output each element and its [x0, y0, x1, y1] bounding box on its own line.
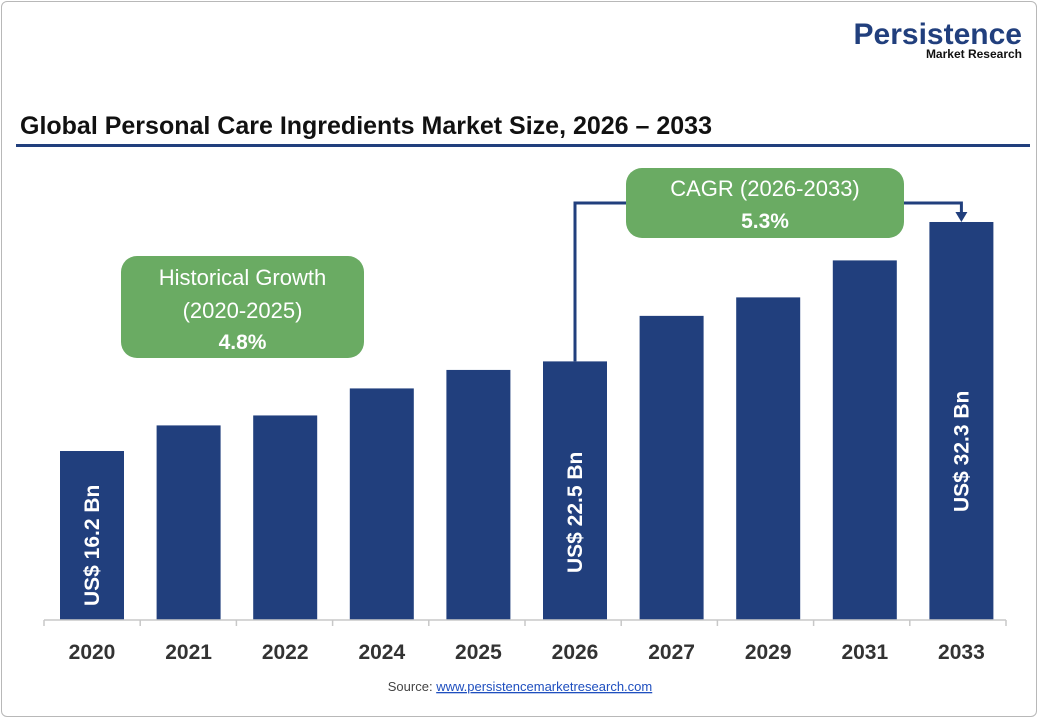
cagr-connector-right — [904, 201, 963, 213]
bar-2025 — [446, 369, 511, 620]
data-label-2020: US$ 16.2 Bn — [81, 485, 104, 606]
source-label: Source: — [388, 679, 433, 694]
x-tick-label-2027: 2027 — [648, 641, 695, 664]
x-tick-label-2022: 2022 — [262, 641, 309, 664]
x-tick-label-2031: 2031 — [841, 641, 888, 664]
logo-sub: Market Research — [926, 47, 1022, 61]
bar-2020 — [60, 451, 124, 620]
logo: Persistence Market Research — [854, 18, 1022, 61]
historical-callout-label: Historical Growth — [159, 265, 326, 290]
source-link[interactable]: www.persistencemarketresearch.com — [435, 679, 652, 694]
bar-2026 — [543, 361, 607, 620]
cagr-callout-label: CAGR (2026-2033) — [670, 176, 860, 201]
x-tick-label-2026: 2026 — [552, 641, 599, 664]
bar-2029 — [736, 297, 801, 620]
x-tick-label-2020: 2020 — [69, 641, 116, 664]
cagr-callout-value: 5.3% — [741, 210, 789, 233]
data-label-2026: US$ 22.5 Bn — [564, 452, 587, 573]
chart-title: Global Personal Care Ingredients Market … — [20, 112, 712, 140]
cagr-connector-left — [573, 201, 626, 362]
x-tick-label-2029: 2029 — [745, 641, 792, 664]
bar-2022 — [253, 415, 318, 620]
arrowhead-icon — [955, 211, 968, 222]
bar-2033 — [929, 221, 994, 621]
x-tick-label-2025: 2025 — [455, 641, 502, 664]
logo-name: Persistence — [854, 18, 1022, 51]
x-tick-label-2033: 2033 — [938, 641, 985, 664]
bar-2027 — [639, 315, 704, 620]
bar-2021 — [156, 425, 221, 620]
x-tick-label-2024: 2024 — [358, 641, 405, 664]
data-label-2033: US$ 32.3 Bn — [950, 391, 973, 512]
bar-2031 — [832, 260, 897, 620]
historical-callout — [121, 256, 364, 358]
bar-2024 — [349, 388, 414, 620]
title-rule — [16, 144, 1030, 147]
x-tick-label-2021: 2021 — [165, 641, 212, 664]
source-note: Source: www.persistencemarketresearch.co… — [388, 679, 652, 694]
cagr-callout — [626, 168, 904, 238]
historical-callout-value: 4.8% — [219, 331, 267, 354]
historical-callout-label: (2020-2025) — [183, 298, 303, 323]
